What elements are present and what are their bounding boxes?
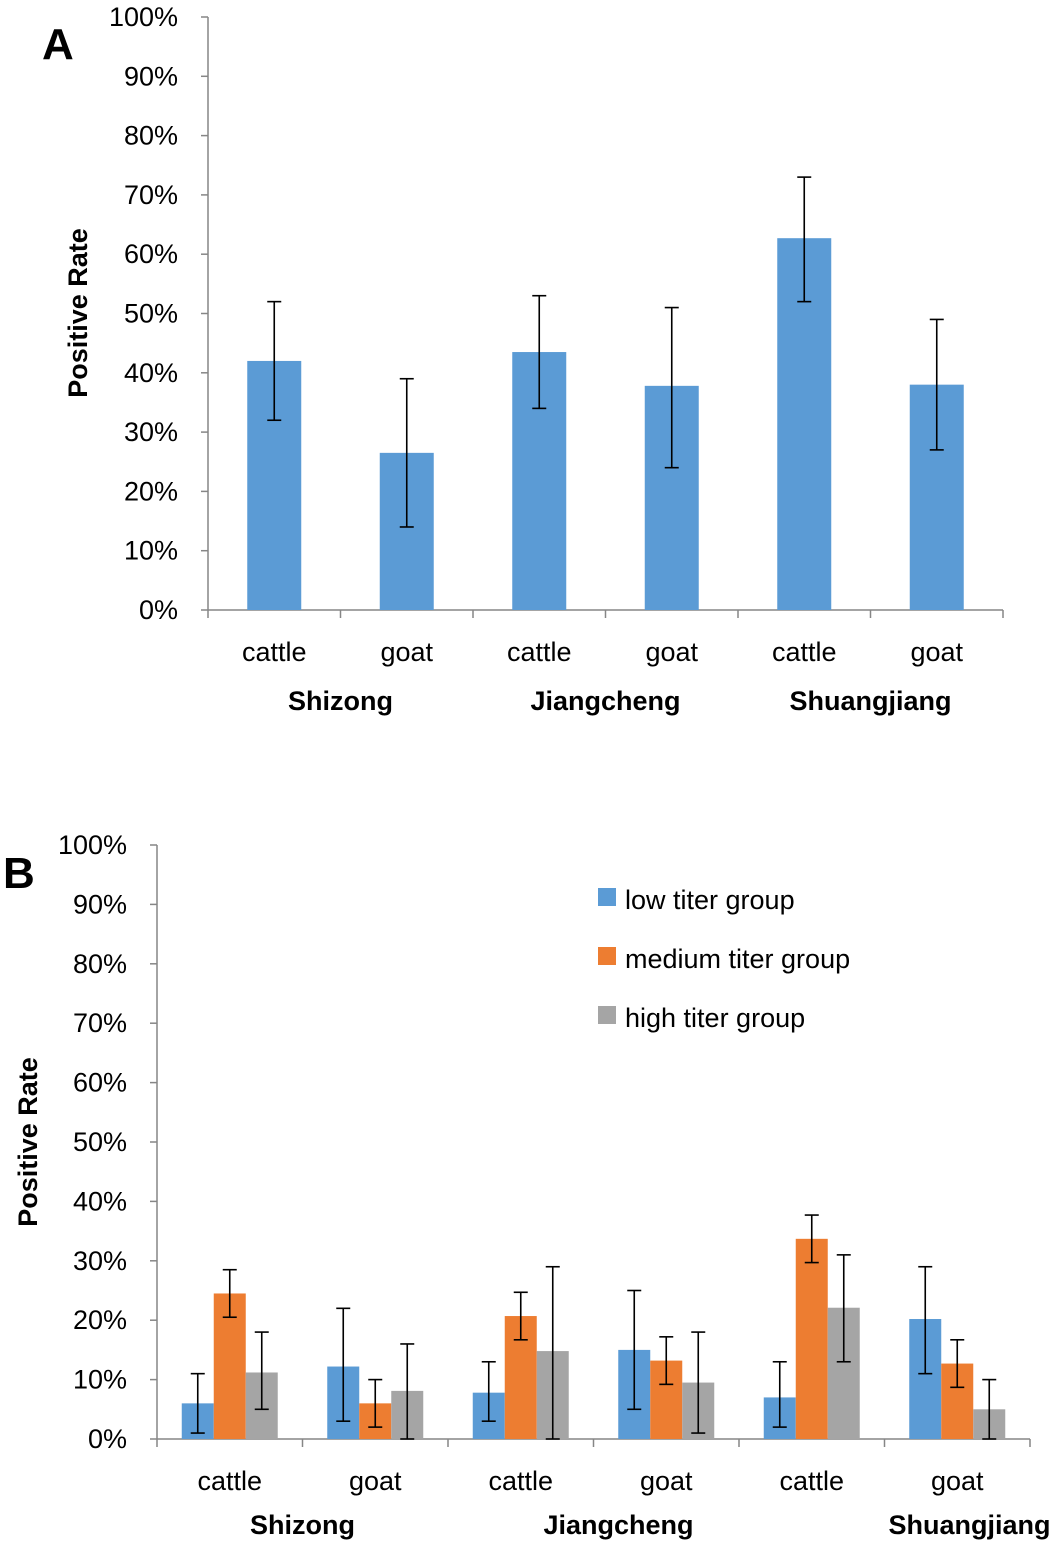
legend-label: high titer group <box>625 1003 805 1033</box>
y-tick-label: 40% <box>124 358 178 388</box>
y-tick-label: 100% <box>58 830 127 860</box>
panel-label-a: A <box>42 20 74 69</box>
bar-medium-titer-group-4 <box>795 1238 828 1439</box>
y-tick-label: 90% <box>124 61 178 91</box>
x-category-label: goat <box>645 637 698 667</box>
x-category-label: goat <box>931 1466 984 1496</box>
y-tick-label: 20% <box>124 476 178 506</box>
x-category-label: goat <box>640 1466 693 1496</box>
x-group-label: Jiangcheng <box>543 1510 693 1540</box>
chart-panel-b: B Positive Rate 0% 10% 20% 30% 40% 50% 60% 70% 8… <box>3 830 1051 1540</box>
y-axis-label-a: Positive Rate <box>63 228 93 398</box>
chart-panel-a: A Positive Rate 0% 10% 20% 30% 40% 50% 60% 70% 8… <box>42 2 1004 716</box>
x-group-label: Shuangjiang <box>889 1510 1051 1540</box>
y-tick-label: 40% <box>73 1186 127 1216</box>
y-tick-label: 20% <box>73 1305 127 1335</box>
y-tick-label: 0% <box>139 595 178 625</box>
x-category-label: goat <box>380 637 433 667</box>
y-tick-label: 80% <box>73 949 127 979</box>
x-group-label: Jiangcheng <box>530 686 680 716</box>
y-tick-label: 10% <box>73 1365 127 1395</box>
x-group-label: Shuangjiang <box>790 686 952 716</box>
y-axis-label-b: Positive Rate <box>13 1057 43 1227</box>
y-tick-label: 10% <box>124 536 178 566</box>
legend-swatch <box>598 947 616 965</box>
y-tick-label: 60% <box>124 239 178 269</box>
x-category-label: cattle <box>779 1466 844 1496</box>
legend-swatch <box>598 888 616 906</box>
y-tick-label: 50% <box>124 299 178 329</box>
x-category-label: cattle <box>507 637 572 667</box>
y-tick-label: 70% <box>124 180 178 210</box>
panel-label-b: B <box>3 849 35 898</box>
y-tick-label: 30% <box>124 417 178 447</box>
x-group-label: Shizong <box>250 1510 355 1540</box>
x-category-label: cattle <box>488 1466 553 1496</box>
y-tick-label: 60% <box>73 1068 127 1098</box>
x-category-label: cattle <box>197 1466 262 1496</box>
y-tick-label: 50% <box>73 1127 127 1157</box>
y-tick-label: 70% <box>73 1008 127 1038</box>
y-tick-label: 100% <box>109 2 178 32</box>
x-group-label: Shizong <box>288 686 393 716</box>
y-tick-label: 30% <box>73 1246 127 1276</box>
legend-label: medium titer group <box>625 944 850 974</box>
x-category-label: cattle <box>242 637 307 667</box>
y-tick-label: 90% <box>73 889 127 919</box>
x-category-label: goat <box>910 637 963 667</box>
y-tick-label: 80% <box>124 121 178 151</box>
y-tick-label: 0% <box>88 1424 127 1454</box>
x-category-label: goat <box>349 1466 402 1496</box>
legend-swatch <box>598 1006 616 1024</box>
x-category-label: cattle <box>772 637 837 667</box>
legend-label: low titer group <box>625 885 795 915</box>
